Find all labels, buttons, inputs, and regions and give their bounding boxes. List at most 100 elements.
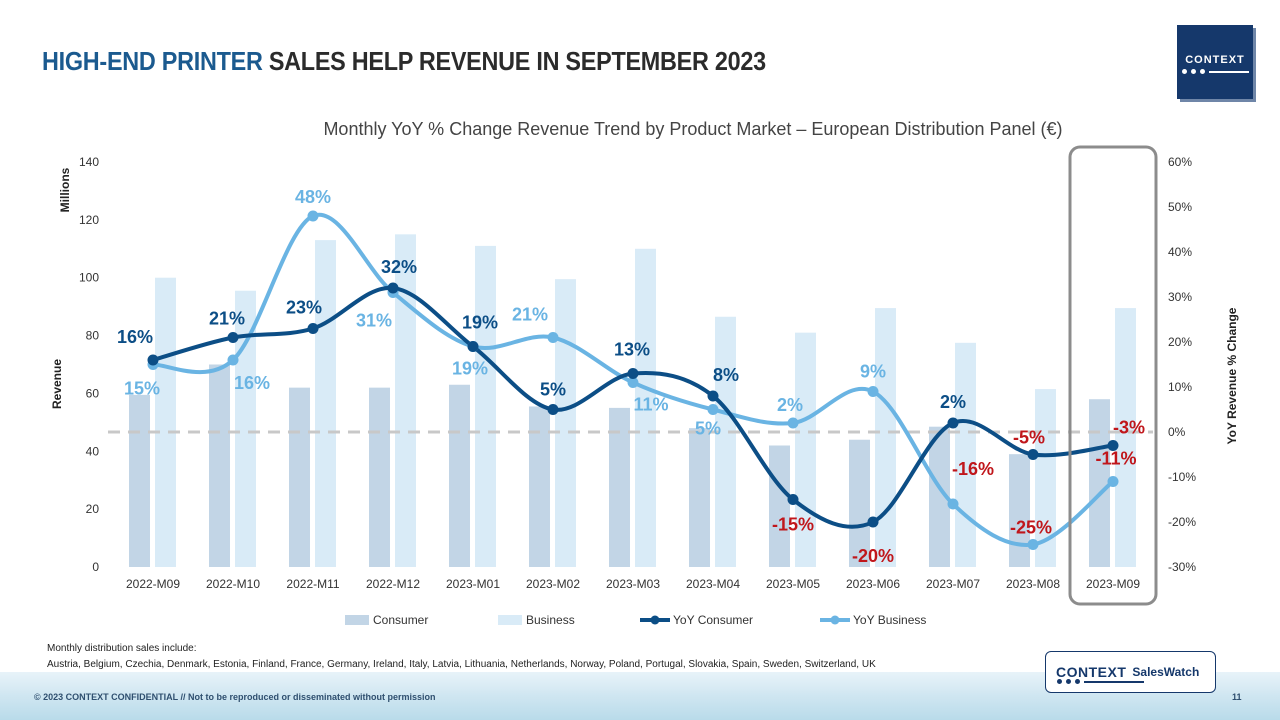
y2-tick-label: -10% — [1168, 470, 1196, 484]
data-label-yoy-consumer: 21% — [209, 309, 245, 329]
point-yoy-consumer — [307, 323, 319, 334]
y2-tick-label: 60% — [1168, 155, 1192, 169]
data-label-yoy-business: -25% — [1010, 518, 1052, 538]
y2-tick-label: 50% — [1168, 200, 1192, 214]
bar-consumer — [689, 428, 710, 567]
data-label-yoy-business: -11% — [1095, 449, 1136, 469]
data-label-yoy-business: 16% — [234, 373, 270, 393]
point-yoy-consumer — [627, 368, 639, 379]
data-label-yoy-business: -16% — [952, 459, 994, 479]
y-axis-unit: Millions — [58, 167, 72, 212]
y2-tick-label: -20% — [1168, 515, 1196, 529]
bar-business — [955, 342, 976, 567]
footnote-heading: Monthly distribution sales include: — [47, 643, 197, 654]
x-tick-label: 2023-M05 — [766, 577, 820, 591]
point-yoy-business — [627, 377, 639, 388]
x-tick-label: 2022-M09 — [126, 577, 180, 591]
data-label-yoy-business: 5% — [695, 419, 721, 439]
x-tick-label: 2022-M12 — [366, 577, 420, 591]
bar-business — [635, 248, 656, 568]
y-tick-label: 20 — [86, 502, 100, 516]
badge-product: SalesWatch — [1132, 665, 1200, 679]
data-label-yoy-business: 2% — [777, 395, 803, 415]
point-yoy-consumer — [1107, 440, 1119, 451]
point-yoy-consumer — [387, 282, 399, 294]
data-label-yoy-business: 19% — [452, 359, 488, 379]
data-label-yoy-business: 48% — [295, 187, 331, 207]
revenue-yoy-chart: Monthly YoY % Change Revenue Trend by Pr… — [50, 119, 1239, 627]
highlight-box — [1068, 145, 1158, 606]
bar-consumer — [769, 445, 790, 567]
bar-business — [315, 240, 336, 567]
y2-tick-label: -30% — [1168, 560, 1196, 574]
data-label-yoy-consumer: 8% — [713, 365, 739, 385]
point-yoy-consumer — [707, 390, 719, 402]
bar-consumer — [1089, 399, 1110, 567]
data-label-yoy-consumer: 13% — [614, 340, 650, 360]
data-label-yoy-consumer: 2% — [940, 392, 966, 412]
bar-business — [395, 234, 416, 568]
context-logo: CONTEXT — [1177, 25, 1253, 99]
data-label-yoy-business: 21% — [512, 305, 548, 325]
point-yoy-consumer — [547, 404, 559, 415]
legend-swatch — [345, 615, 369, 625]
y2-tick-label: 30% — [1168, 290, 1192, 304]
legend-label: Consumer — [373, 613, 428, 627]
bar-business — [715, 316, 736, 567]
bar-business — [235, 290, 256, 567]
bar-consumer — [289, 387, 310, 567]
point-yoy-business — [787, 417, 799, 429]
y-tick-label: 40 — [86, 444, 100, 458]
x-tick-label: 2022-M11 — [286, 577, 339, 591]
slide-title: HIGH-END PRINTER SALES HELP REVENUE IN S… — [42, 46, 766, 77]
bar-business — [1115, 308, 1136, 567]
x-tick-label: 2023-M01 — [446, 577, 500, 591]
data-label-yoy-business: 31% — [356, 311, 392, 331]
y-tick-label: 140 — [79, 155, 99, 169]
bar-business — [155, 277, 176, 567]
x-tick-label: 2023-M06 — [846, 577, 900, 591]
point-yoy-business — [947, 498, 959, 510]
bar-business — [475, 245, 496, 567]
bar-consumer — [1009, 454, 1030, 567]
data-label-yoy-consumer: 23% — [286, 298, 322, 318]
y2-tick-label: 0% — [1168, 425, 1186, 439]
bar-business — [795, 332, 816, 567]
logo-dots — [1181, 69, 1249, 74]
bar-business — [1035, 389, 1056, 567]
data-label-yoy-business: 15% — [124, 379, 160, 399]
legend-label: YoY Business — [853, 613, 926, 627]
footnote-countries: Austria, Belgium, Czechia, Denmark, Esto… — [47, 659, 876, 670]
point-yoy-business — [707, 404, 719, 415]
bar-consumer — [369, 387, 390, 567]
page-number: 11 — [1232, 692, 1242, 702]
copyright-text: © 2023 CONTEXT CONFIDENTIAL // Not to be… — [34, 692, 436, 702]
legend-label: Business — [526, 613, 575, 627]
legend-label: YoY Consumer — [673, 613, 753, 627]
bar-consumer — [609, 407, 630, 567]
badge-dots — [1057, 679, 1144, 684]
y2-tick-label: 20% — [1168, 335, 1192, 349]
data-label-yoy-consumer: 32% — [381, 257, 417, 277]
data-label-yoy-consumer: -20% — [852, 546, 894, 566]
bar-consumer — [129, 394, 150, 567]
y-tick-label: 60 — [86, 386, 100, 400]
x-tick-label: 2023-M02 — [526, 577, 580, 591]
bar-business — [875, 308, 896, 567]
badge-brand: CONTEXT — [1056, 664, 1127, 680]
legend-marker — [830, 615, 840, 625]
legend-swatch — [498, 615, 522, 625]
data-label-yoy-consumer: 16% — [117, 327, 153, 347]
point-yoy-business — [867, 386, 879, 397]
data-label-yoy-business: 11% — [633, 395, 668, 415]
bar-consumer — [849, 439, 870, 567]
point-yoy-consumer — [1027, 449, 1039, 460]
point-yoy-consumer — [467, 341, 479, 352]
y-tick-label: 80 — [86, 329, 100, 343]
data-label-yoy-consumer: 19% — [462, 313, 498, 333]
x-tick-label: 2023-M08 — [1006, 577, 1060, 591]
data-label-yoy-consumer: 5% — [540, 380, 566, 400]
y-tick-label: 120 — [79, 213, 99, 227]
y2-tick-label: 40% — [1168, 245, 1192, 259]
point-yoy-business — [227, 354, 239, 366]
